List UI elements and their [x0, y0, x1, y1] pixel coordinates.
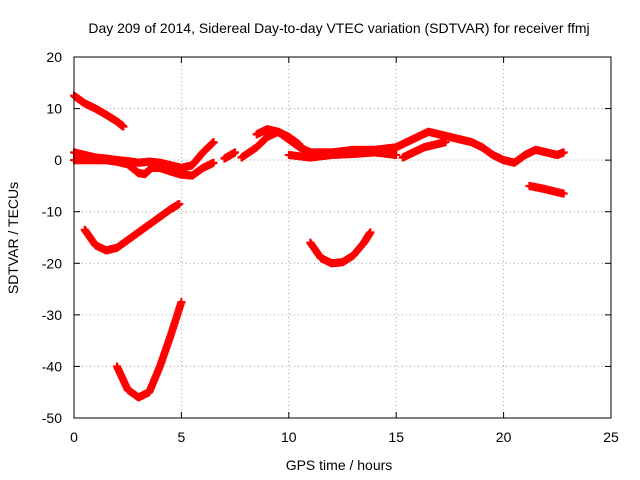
data-point	[209, 158, 218, 167]
x-tick-label: 15	[388, 429, 404, 445]
series-arc-1	[70, 91, 128, 131]
grid	[74, 57, 611, 418]
data-point	[392, 150, 401, 159]
series-arc-2	[70, 138, 218, 172]
series-arc-8	[398, 138, 450, 162]
y-tick-label: 20	[46, 49, 62, 65]
series-arc-6	[252, 125, 568, 167]
series-arc-9	[525, 181, 568, 198]
series-arc-4	[220, 148, 240, 163]
data-point	[231, 148, 240, 157]
series-arc-7	[284, 148, 401, 162]
y-tick-label: -20	[42, 255, 62, 271]
chart-title: Day 209 of 2014, Sidereal Day-to-day VTE…	[88, 20, 589, 36]
data-point	[559, 148, 568, 157]
x-tick-label: 25	[603, 429, 619, 445]
y-axis-label: SDTVAR / TECUs	[5, 182, 21, 294]
data-point	[175, 199, 184, 208]
y-tick-label: 0	[54, 152, 62, 168]
x-tick-label: 0	[70, 429, 78, 445]
y-tick-label: -40	[42, 358, 62, 374]
data-point	[209, 138, 218, 147]
x-tick-label: 10	[281, 429, 297, 445]
x-tick-label: 5	[178, 429, 186, 445]
series-arc-10	[80, 199, 184, 255]
series-arc-11	[306, 228, 375, 268]
data-point	[441, 138, 450, 147]
y-tick-label: -10	[42, 204, 62, 220]
y-tick-label: -50	[42, 410, 62, 426]
data-point	[177, 297, 186, 306]
plot-frame	[73, 56, 612, 419]
data-points	[70, 91, 568, 402]
series-arc-12	[112, 297, 186, 402]
series-arc-3	[70, 156, 218, 180]
y-tick-label: 10	[46, 101, 62, 117]
data-point	[559, 189, 568, 198]
data-point	[366, 228, 375, 237]
x-tick-label: 20	[496, 429, 512, 445]
y-tick-label: -30	[42, 307, 62, 323]
data-point	[119, 122, 128, 131]
x-axis-label: GPS time / hours	[286, 457, 393, 473]
